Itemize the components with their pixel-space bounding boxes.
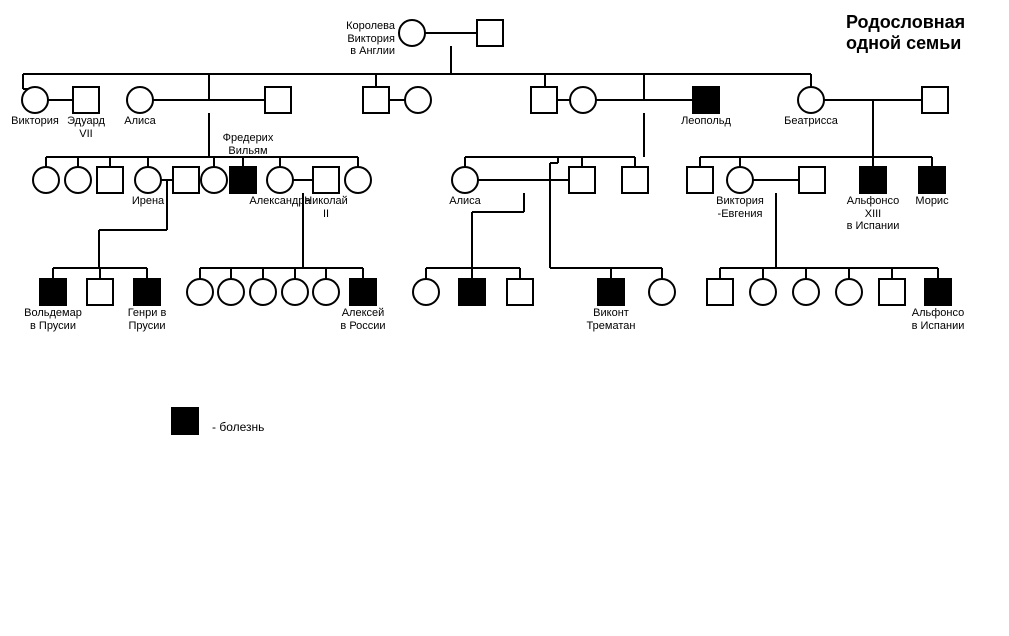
- node-g3_moris: [919, 167, 945, 193]
- node-g4_e_m2: [879, 279, 905, 305]
- node-g2_f1: [405, 87, 431, 113]
- node-g4_a_henry: [134, 279, 160, 305]
- node-g3_alfonso13: [860, 167, 886, 193]
- node-g4_a_voldemar: [40, 279, 66, 305]
- node-g2_f2: [570, 87, 596, 113]
- node-g3_a2: [65, 167, 91, 193]
- label-freddie_lbl: Фредерих Вильям: [223, 132, 274, 157]
- node-g2_edward_sp: [73, 87, 99, 113]
- node-g3_a5: [230, 167, 256, 193]
- node-g3_a4: [201, 167, 227, 193]
- label-g3_nik_sp: Николай II: [304, 195, 348, 220]
- node-g3_irena_sp: [173, 167, 199, 193]
- node-g3_viktevg: [727, 167, 753, 193]
- node-g3_alexandra: [267, 167, 293, 193]
- node-g2_victoria: [22, 87, 48, 113]
- node-g3_viktevg_sp: [799, 167, 825, 193]
- label-g4_a_voldemar: Вольдемар в Прусии: [24, 307, 82, 332]
- label-g2_leopold: Леопольд: [681, 115, 731, 128]
- node-g3_irena: [135, 167, 161, 193]
- node-g3_a6: [345, 167, 371, 193]
- node-g4_d_vicount: [598, 279, 624, 305]
- node-g2_m2: [531, 87, 557, 113]
- node-g3_nik_sp: [313, 167, 339, 193]
- label-g3_b_alice: Алиса: [449, 195, 481, 208]
- label-g2_victoria: Виктория: [11, 115, 59, 128]
- node-g4_b_f2: [218, 279, 244, 305]
- node-g4_b_alexei: [350, 279, 376, 305]
- node-g4_b_f4: [282, 279, 308, 305]
- label-g3_alfonso13: Альфонсо XIII в Испании: [847, 195, 900, 233]
- node-g3_b_sp: [569, 167, 595, 193]
- node-g2_beatrice_sp: [922, 87, 948, 113]
- label-g4_b_alexei: Алексей в России: [340, 307, 385, 332]
- node-g4_e_m1: [707, 279, 733, 305]
- node-g3_c_m: [687, 167, 713, 193]
- label-g4_e_alfonso: Альфонсо в Испании: [912, 307, 965, 332]
- node-g4_b_f5: [313, 279, 339, 305]
- node-g4_d_f: [649, 279, 675, 305]
- node-g2_m1: [363, 87, 389, 113]
- node-g4_c_f: [413, 279, 439, 305]
- label-g4_a_henry: Генри в Прусии: [128, 307, 167, 332]
- node-g4_c_m1: [459, 279, 485, 305]
- node-g3_b_alice: [452, 167, 478, 193]
- node-g3_a3: [97, 167, 123, 193]
- node-g4_e_f2: [793, 279, 819, 305]
- node-victoria_queen: [399, 20, 425, 46]
- label-victoria_queen: Королева Виктория в Англии: [346, 20, 395, 58]
- node-g2_alice: [127, 87, 153, 113]
- node-g2_leopold: [693, 87, 719, 113]
- label-g3_irena: Ирена: [132, 195, 164, 208]
- label-g2_alice: Алиса: [124, 115, 156, 128]
- node-g4_b_f3: [250, 279, 276, 305]
- label-g3_moris: Морис: [915, 195, 948, 208]
- node-g4_b_f1: [187, 279, 213, 305]
- label-g2_beatrice: Беатрисса: [784, 115, 838, 128]
- node-g3_a1: [33, 167, 59, 193]
- node-g4_a_m: [87, 279, 113, 305]
- legend-label: - болезнь: [212, 420, 264, 434]
- node-g4_c_m2: [507, 279, 533, 305]
- node-g4_e_alfonso: [925, 279, 951, 305]
- label-g3_viktevg: Виктория -Евгения: [716, 195, 764, 220]
- node-g2_alice_sp: [265, 87, 291, 113]
- label-g4_d_vicount: Виконт Трематан: [587, 307, 636, 332]
- label-g3_alexandra: Александра: [249, 195, 310, 208]
- node-g2_beatrice: [798, 87, 824, 113]
- pedigree-canvas: Родословная одной семьи - болезнь Короле…: [0, 0, 1009, 636]
- title: Родословная одной семьи: [846, 12, 965, 54]
- label-g2_edward_sp: Эдуард VII: [67, 115, 105, 140]
- node-g4_e_f3: [836, 279, 862, 305]
- node-g4_e_f1: [750, 279, 776, 305]
- node-albert: [477, 20, 503, 46]
- node-g3_b_m: [622, 167, 648, 193]
